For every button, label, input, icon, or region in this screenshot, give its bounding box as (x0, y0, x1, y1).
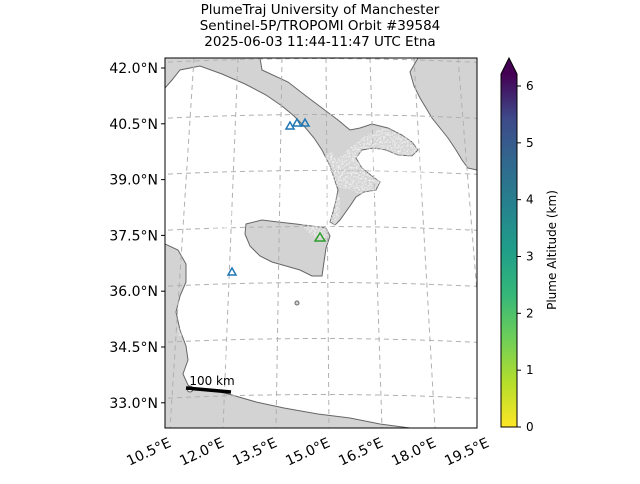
gridline-lon-10-5 (169, 58, 195, 428)
map-frame (164, 57, 478, 429)
x-axis-tick-label: 18.0°E (389, 435, 438, 469)
plume-mediterranean-streak (336, 344, 374, 366)
map-area: 100 km (165, 58, 477, 428)
x-axis-tick-labels: 10.5°E 12.0°E 13.5°E 15.0°E 16.5°E 18.0°E 19.5… (124, 435, 491, 469)
scale-bar-line (185, 386, 232, 394)
plume-tyrrhenian-band (212, 152, 336, 238)
gridline-lon-16-5 (369, 58, 383, 428)
y-axis-tick-label: 40.5°N (109, 117, 158, 133)
title-line-1: PlumeTraj University of Manchester (201, 2, 440, 18)
colorbar-label: Plume Altitude (km) (545, 190, 559, 310)
volcano-ischia-icon (284, 120, 296, 130)
plume-layer (178, 128, 436, 366)
colorbar-outline (500, 56, 518, 428)
volcano-pantelleria-icon (226, 266, 238, 276)
volcano-vesuvius-icon (299, 117, 311, 127)
colorbar-tick-label: 3 (526, 250, 534, 264)
plume-libyan-coast (192, 350, 232, 366)
x-axis-tick-label: 13.5°E (230, 435, 279, 469)
chart-title: PlumeTraj University of Manchester Senti… (200, 2, 441, 50)
x-axis-tick-label: 10.5°E (124, 435, 173, 469)
volcano-markers (226, 117, 327, 276)
gridline-lon-13-5 (275, 58, 283, 428)
colorbar-tick-label: 0 (526, 420, 534, 434)
gridline-lon-15 (325, 58, 330, 428)
plume-speck-west (192, 258, 200, 264)
colorbar-tick-label: 2 (526, 306, 534, 320)
y-axis-tick-label: 36.0°N (109, 284, 158, 300)
colorbar-tick-label: 1 (526, 363, 534, 377)
plume-speck-north (270, 154, 284, 162)
volcano-campi-flegrei-icon (291, 117, 303, 127)
colorbar-extend-arrow (501, 58, 517, 74)
y-axis-tick-label: 42.0°N (109, 61, 158, 77)
x-axis-tick-label: 12.0°E (177, 435, 226, 469)
plume-central-streak (296, 170, 330, 204)
colorbar-tick-labels: 0 1 2 3 4 5 6 (517, 79, 534, 434)
graticule (165, 58, 477, 428)
x-axis-tick-label: 16.5°E (336, 435, 385, 469)
y-axis-tick-label: 39.0°N (109, 173, 158, 189)
x-axis-tick-label: 19.5°E (442, 435, 491, 469)
title-line-3: 2025-06-03 11:44-11:47 UTC Etna (204, 34, 435, 50)
colorbar: 0 1 2 3 4 5 6 Plume Altitude (km) (500, 56, 559, 434)
colorbar-tick-label: 6 (526, 79, 534, 93)
plume-ionian-core-inner (348, 138, 428, 196)
land-malta (294, 300, 300, 306)
colorbar-gradient (501, 74, 517, 427)
colorbar-tick-label: 5 (526, 136, 534, 150)
x-axis-tick-label: 15.0°E (283, 435, 332, 469)
plume-tunisian-coast (178, 328, 188, 336)
volcano-etna-icon (313, 231, 327, 242)
scale-bar-label: 100 km (189, 374, 234, 388)
land-sicily (244, 219, 331, 277)
y-axis-tick-label: 34.5°N (109, 340, 158, 356)
scale-bar: 100 km (185, 374, 235, 394)
y-axis-tick-labels: 42.0°N 40.5°N 39.0°N 37.5°N 36.0°N 34.5°N 33.0… (109, 61, 165, 412)
gridline-lon-12 (222, 58, 239, 428)
y-axis-tick-label: 33.0°N (109, 396, 158, 412)
title-line-2: Sentinel-5P/TROPOMI Orbit #39584 (200, 18, 441, 34)
gridline-lon-18 (413, 58, 436, 428)
y-axis-tick-label: 37.5°N (109, 228, 158, 244)
colorbar-tick-label: 4 (526, 193, 534, 207)
